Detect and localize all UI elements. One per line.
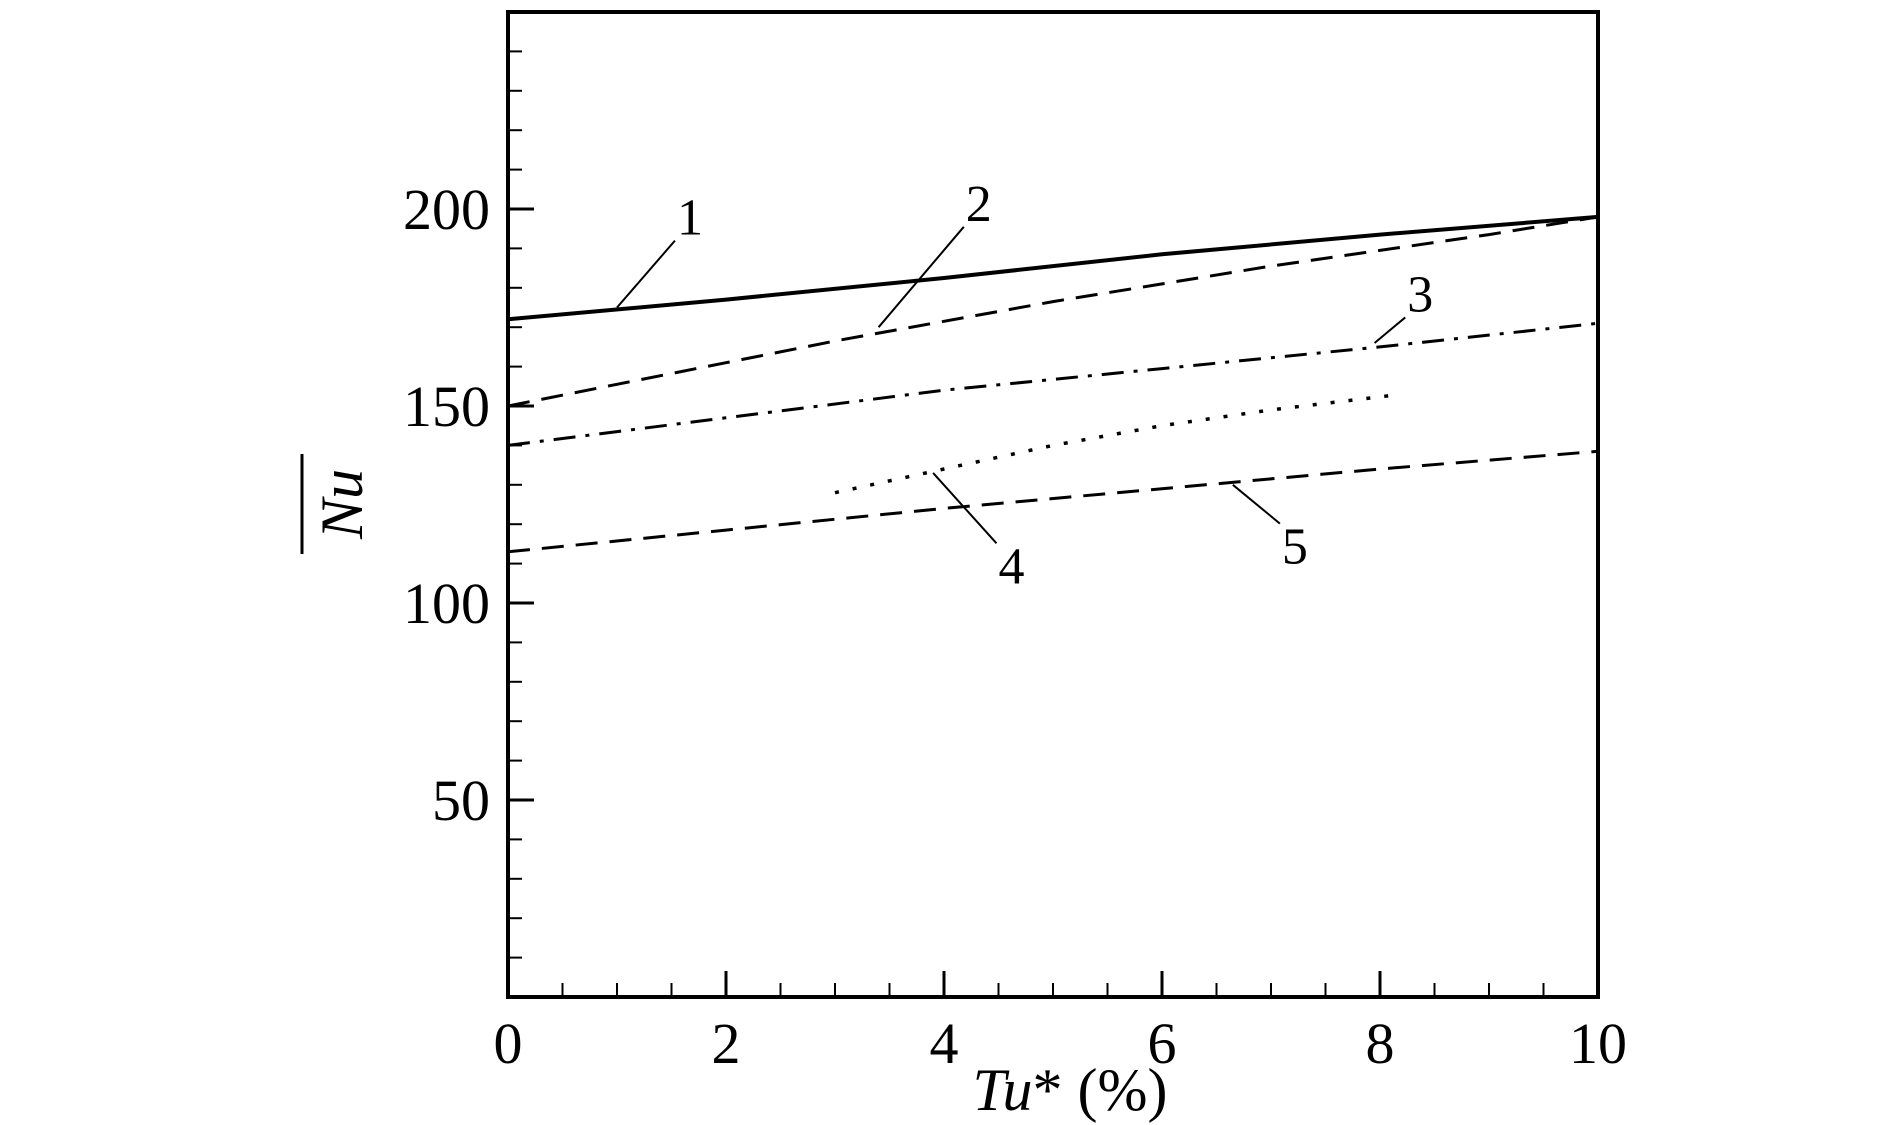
series-leader-5 — [1232, 484, 1281, 525]
y-tick-label: 150 — [403, 374, 490, 439]
series-line-2 — [507, 215, 1599, 408]
series-leader-4 — [932, 472, 998, 544]
y-tick-label: 50 — [432, 768, 490, 833]
y-axis-title: Nu — [309, 469, 375, 540]
series-leader-3 — [1373, 316, 1406, 344]
series-label-4: 4 — [999, 538, 1025, 595]
x-tick-label: 4 — [930, 1011, 959, 1076]
series-label-2: 2 — [966, 176, 992, 233]
series-layer — [507, 214, 1599, 554]
y-tick-label: 200 — [403, 177, 490, 242]
series-leader-1 — [616, 239, 676, 309]
series-line-4 — [834, 392, 1403, 495]
series-line-1 — [507, 214, 1599, 322]
x-tick-label: 6 — [1148, 1011, 1177, 1076]
series-label-1: 1 — [677, 190, 703, 247]
series-line-5 — [507, 449, 1599, 554]
plot-frame — [506, 10, 1600, 999]
x-tick-label: 0 — [494, 1011, 523, 1076]
y-tick-label: 100 — [403, 571, 490, 636]
y-axis-title-group: Nu — [300, 454, 375, 554]
x-axis-title-suffix: * (%) — [1033, 1057, 1168, 1123]
series-label-5: 5 — [1282, 519, 1308, 576]
x-axis-title: Tu* (%) — [972, 1057, 1167, 1123]
series-label-3: 3 — [1407, 266, 1433, 323]
series-leader-2 — [877, 226, 965, 328]
labels-layer: 0 2 4 6 8 10 50 100 150 200 1 2 3 4 5 — [403, 176, 1627, 1076]
x-tick-label: 10 — [1569, 1011, 1627, 1076]
x-axis-title-main: Tu — [972, 1057, 1032, 1123]
x-tick-label: 2 — [712, 1011, 741, 1076]
x-tick-label: 8 — [1366, 1011, 1395, 1076]
